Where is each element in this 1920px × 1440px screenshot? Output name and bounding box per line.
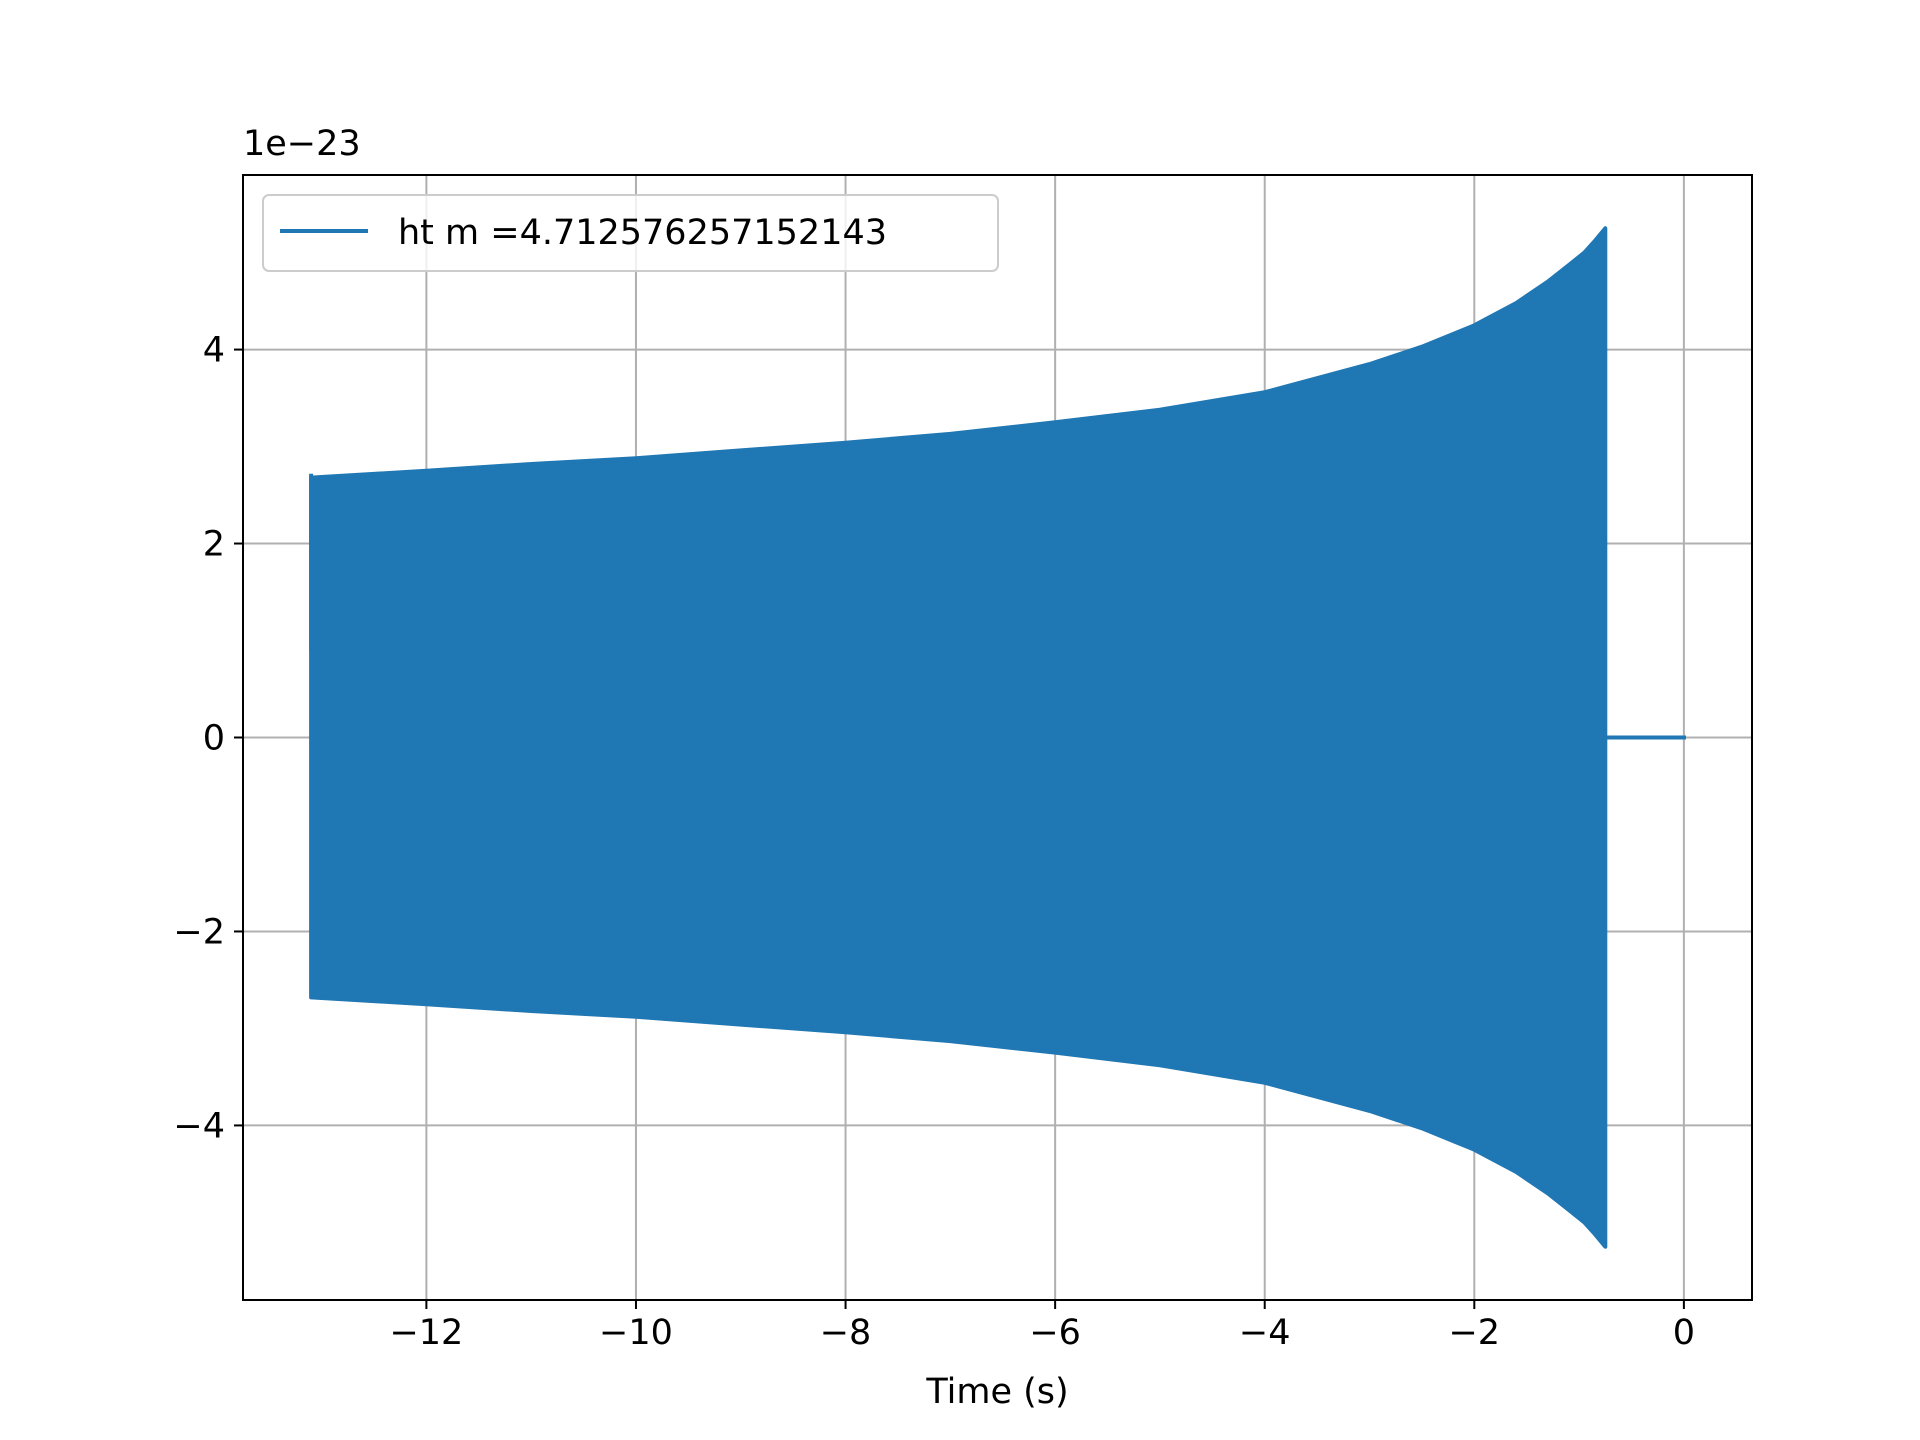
y-tick-label: 0 — [203, 719, 225, 759]
y-tick-label: 2 — [203, 525, 225, 565]
x-tick-label: −8 — [820, 1313, 872, 1353]
legend: ht m =4.712576257152143 — [262, 194, 999, 272]
x-tick-label: −10 — [599, 1313, 673, 1353]
y-tick-label: −4 — [173, 1106, 225, 1146]
ticks: −12 −10 −8 −6 −4 −2 0 −4 −2 0 2 4 — [173, 331, 1695, 1353]
legend-box — [262, 194, 999, 272]
series-waveform — [309, 226, 1608, 1249]
x-tick-label: −4 — [1239, 1313, 1291, 1353]
series-area — [309, 226, 1686, 1249]
y-tick-label: 4 — [203, 331, 225, 371]
x-tick-label: −6 — [1029, 1313, 1081, 1353]
x-tick-label: −2 — [1448, 1313, 1500, 1353]
y-offset-label: 1e−23 — [243, 124, 361, 164]
x-tick-label: 0 — [1673, 1313, 1695, 1353]
y-tick-label: −2 — [173, 912, 225, 952]
x-tick-label: −12 — [389, 1313, 463, 1353]
legend-label: ht m =4.712576257152143 — [398, 213, 887, 253]
x-axis-label: Time (s) — [925, 1372, 1068, 1412]
